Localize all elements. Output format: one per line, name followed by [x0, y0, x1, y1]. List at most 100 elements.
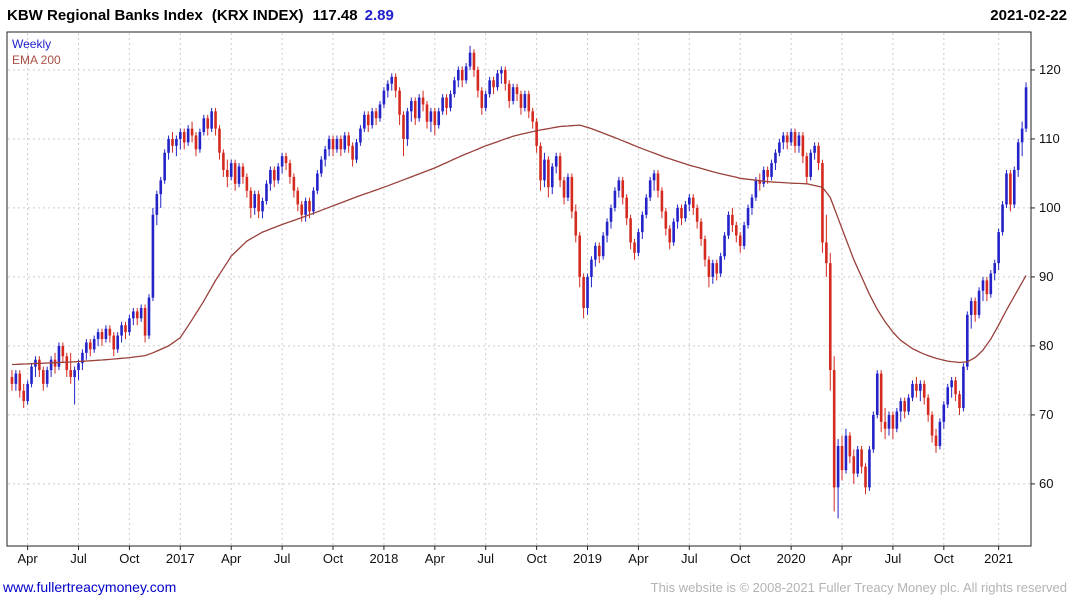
candle-body — [966, 314, 969, 367]
candle-body — [633, 242, 636, 253]
ema-200-line — [11, 124, 1027, 366]
candle-body — [167, 138, 170, 153]
candle-body — [343, 135, 347, 150]
candle-body — [832, 370, 836, 488]
candle-body — [946, 387, 950, 405]
instrument-symbol: (KRX INDEX) — [211, 7, 304, 24]
candle-body — [186, 128, 190, 143]
candle-body — [163, 152, 166, 181]
candle-body — [899, 401, 903, 412]
candle-body — [453, 80, 456, 95]
candle-body — [1020, 128, 1024, 143]
candle-body — [500, 69, 503, 74]
candle-body — [750, 197, 754, 208]
candle-body — [112, 335, 116, 350]
candle-body — [480, 90, 484, 108]
candle-body — [441, 97, 444, 112]
candle-body — [421, 97, 425, 105]
candle-body — [668, 228, 672, 243]
candle-body — [848, 435, 852, 457]
candle-body — [69, 370, 72, 377]
candle-body — [989, 273, 993, 295]
candle-body — [887, 414, 891, 429]
candle-body — [969, 301, 973, 315]
candle-body — [511, 87, 515, 101]
candle-body — [950, 380, 953, 388]
candle-body — [723, 235, 726, 257]
candle-body — [785, 135, 789, 143]
candle-body — [410, 100, 413, 112]
x-axis-label: Jul — [885, 551, 902, 566]
candle-body — [535, 121, 538, 146]
candle-body — [370, 111, 374, 126]
candle-body — [496, 73, 499, 88]
candle-body — [715, 263, 719, 274]
y-axis: 60 70 80 90 100 110 120 — [1031, 62, 1061, 491]
candle-body — [558, 156, 562, 181]
x-axis-label: Apr — [832, 551, 853, 566]
plot-border — [6, 31, 1032, 547]
candle-body — [460, 69, 464, 81]
candle-body — [977, 290, 981, 315]
candle-body — [323, 149, 327, 160]
candle-body — [778, 142, 781, 153]
candle-body — [229, 163, 233, 177]
candle-body — [825, 242, 828, 264]
candle-body — [554, 156, 558, 167]
website-link[interactable]: www.fullertreacymoney.com — [3, 579, 177, 595]
candle-body — [746, 207, 750, 226]
candle-body — [797, 135, 801, 146]
x-axis-label: Apr — [221, 551, 242, 566]
x-axis-label: Oct — [527, 551, 548, 566]
candle-body — [249, 190, 253, 208]
legend-weekly-label: Weekly — [12, 37, 52, 51]
candle-body — [903, 401, 906, 412]
candle-body — [883, 421, 887, 429]
y-axis-label: 70 — [1039, 407, 1053, 422]
candle-body — [719, 256, 722, 274]
candle-body — [468, 52, 472, 67]
candle-body — [92, 339, 96, 350]
candle-body — [226, 169, 229, 177]
candle-body — [707, 259, 711, 277]
candle-body — [660, 190, 664, 212]
x-axis-label: Oct — [119, 551, 140, 566]
candlestick-series — [10, 45, 1028, 519]
candle-body — [202, 118, 206, 133]
candle-body — [527, 94, 531, 112]
candle-body — [879, 373, 883, 422]
candle-body — [543, 159, 546, 181]
candle-body — [206, 118, 210, 129]
candle-body — [1001, 204, 1004, 233]
candle-body — [316, 173, 319, 191]
x-axis-label: 2017 — [166, 551, 195, 566]
candle-body — [684, 204, 687, 219]
candle-body — [985, 280, 989, 295]
x-axis-label: Jul — [274, 551, 291, 566]
candle-body — [124, 325, 127, 333]
candle-body — [594, 245, 597, 260]
candle-body — [727, 214, 730, 236]
candle-body — [617, 180, 621, 191]
candle-body — [335, 138, 339, 150]
candle-body — [699, 221, 703, 239]
candle-body — [26, 383, 29, 402]
candle-body — [531, 111, 535, 122]
candle-body — [601, 235, 605, 257]
candle-body — [457, 69, 460, 81]
candle-body — [515, 87, 519, 95]
candle-body — [926, 397, 930, 415]
candle-body — [911, 383, 914, 398]
x-axis-label: Jul — [477, 551, 494, 566]
price-change: 2.89 — [364, 7, 394, 24]
candle-body — [155, 194, 159, 215]
candle-body — [288, 163, 292, 177]
candle-body — [327, 138, 331, 150]
candle-body — [472, 52, 476, 70]
candle-body — [688, 197, 691, 205]
candle-body — [308, 201, 311, 212]
candle-body — [257, 194, 260, 212]
candle-body — [735, 225, 738, 236]
candle-body — [621, 180, 625, 198]
